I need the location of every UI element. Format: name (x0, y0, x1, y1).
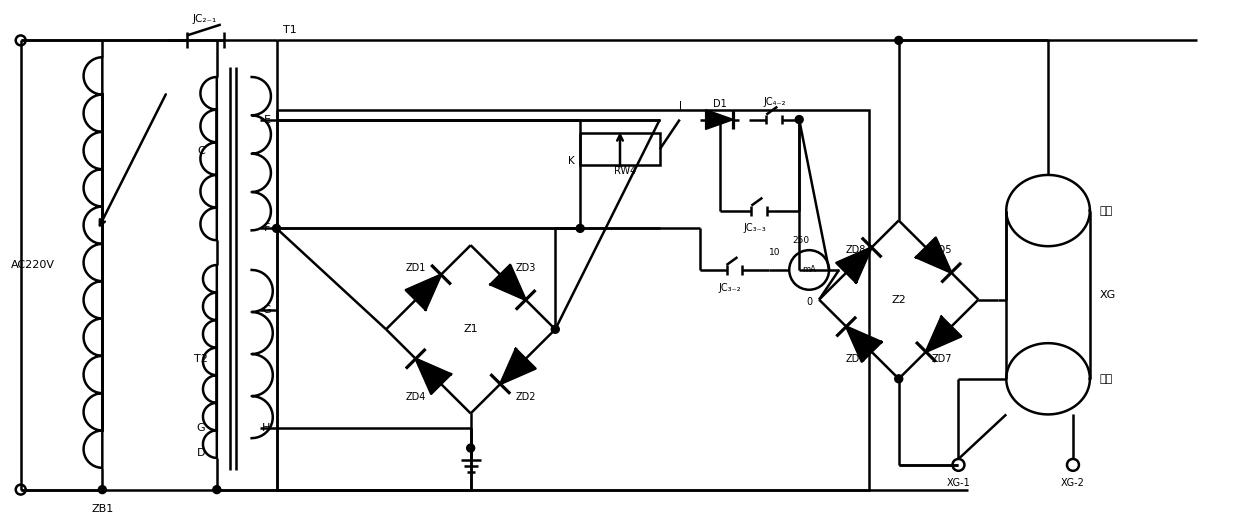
Text: T2: T2 (193, 354, 208, 364)
Polygon shape (916, 237, 951, 272)
Text: JC₂₋₁: JC₂₋₁ (192, 14, 217, 24)
Text: RW4: RW4 (614, 166, 636, 176)
Polygon shape (405, 275, 441, 310)
Circle shape (98, 485, 107, 493)
Polygon shape (926, 317, 961, 352)
Text: 0: 0 (806, 297, 812, 307)
Circle shape (552, 325, 559, 333)
Text: ZD7: ZD7 (931, 354, 952, 364)
Text: F: F (264, 223, 270, 233)
Text: D1: D1 (713, 99, 727, 109)
Text: XG-1: XG-1 (946, 478, 971, 488)
Text: ZD4: ZD4 (405, 392, 427, 402)
Text: J: J (678, 101, 681, 111)
Circle shape (895, 37, 903, 45)
Text: XG-2: XG-2 (1061, 478, 1085, 488)
Text: AC220V: AC220V (11, 260, 55, 270)
Circle shape (715, 116, 723, 123)
Text: Z2: Z2 (892, 295, 906, 305)
Text: JC₃₋₂: JC₃₋₂ (718, 283, 740, 293)
Circle shape (466, 444, 475, 452)
Text: T1: T1 (283, 25, 296, 36)
Circle shape (577, 224, 584, 232)
Text: XG: XG (1100, 290, 1116, 299)
Text: JC₃₋₃: JC₃₋₃ (743, 223, 766, 233)
Text: Z1: Z1 (464, 324, 477, 334)
Text: 250: 250 (792, 236, 810, 245)
Circle shape (795, 116, 804, 123)
Text: mA: mA (802, 266, 816, 275)
Text: 阴极: 阴极 (1100, 374, 1114, 384)
Text: ZD2: ZD2 (515, 392, 536, 402)
Polygon shape (415, 359, 451, 394)
Text: G: G (262, 305, 270, 314)
Text: ZD1: ZD1 (405, 263, 427, 273)
Polygon shape (491, 265, 526, 300)
Text: D: D (197, 448, 205, 458)
Text: 10: 10 (769, 248, 780, 257)
Circle shape (273, 224, 280, 232)
Text: ZD3: ZD3 (516, 263, 536, 273)
Text: ZD6: ZD6 (846, 354, 866, 364)
Text: JC₄₋₂: JC₄₋₂ (763, 97, 786, 107)
Text: ZD8: ZD8 (846, 245, 866, 255)
Circle shape (213, 485, 221, 493)
Text: K: K (568, 156, 575, 166)
Circle shape (895, 375, 903, 383)
Text: ZD5: ZD5 (931, 245, 952, 255)
Polygon shape (706, 110, 734, 129)
Polygon shape (500, 349, 536, 384)
Text: ZB1: ZB1 (92, 505, 113, 515)
Polygon shape (837, 248, 872, 282)
Text: C: C (197, 146, 205, 156)
Polygon shape (846, 326, 882, 361)
Text: E: E (264, 114, 270, 125)
Text: G: G (197, 423, 205, 433)
Text: 阳极: 阳极 (1100, 206, 1114, 216)
Text: H: H (262, 423, 270, 433)
